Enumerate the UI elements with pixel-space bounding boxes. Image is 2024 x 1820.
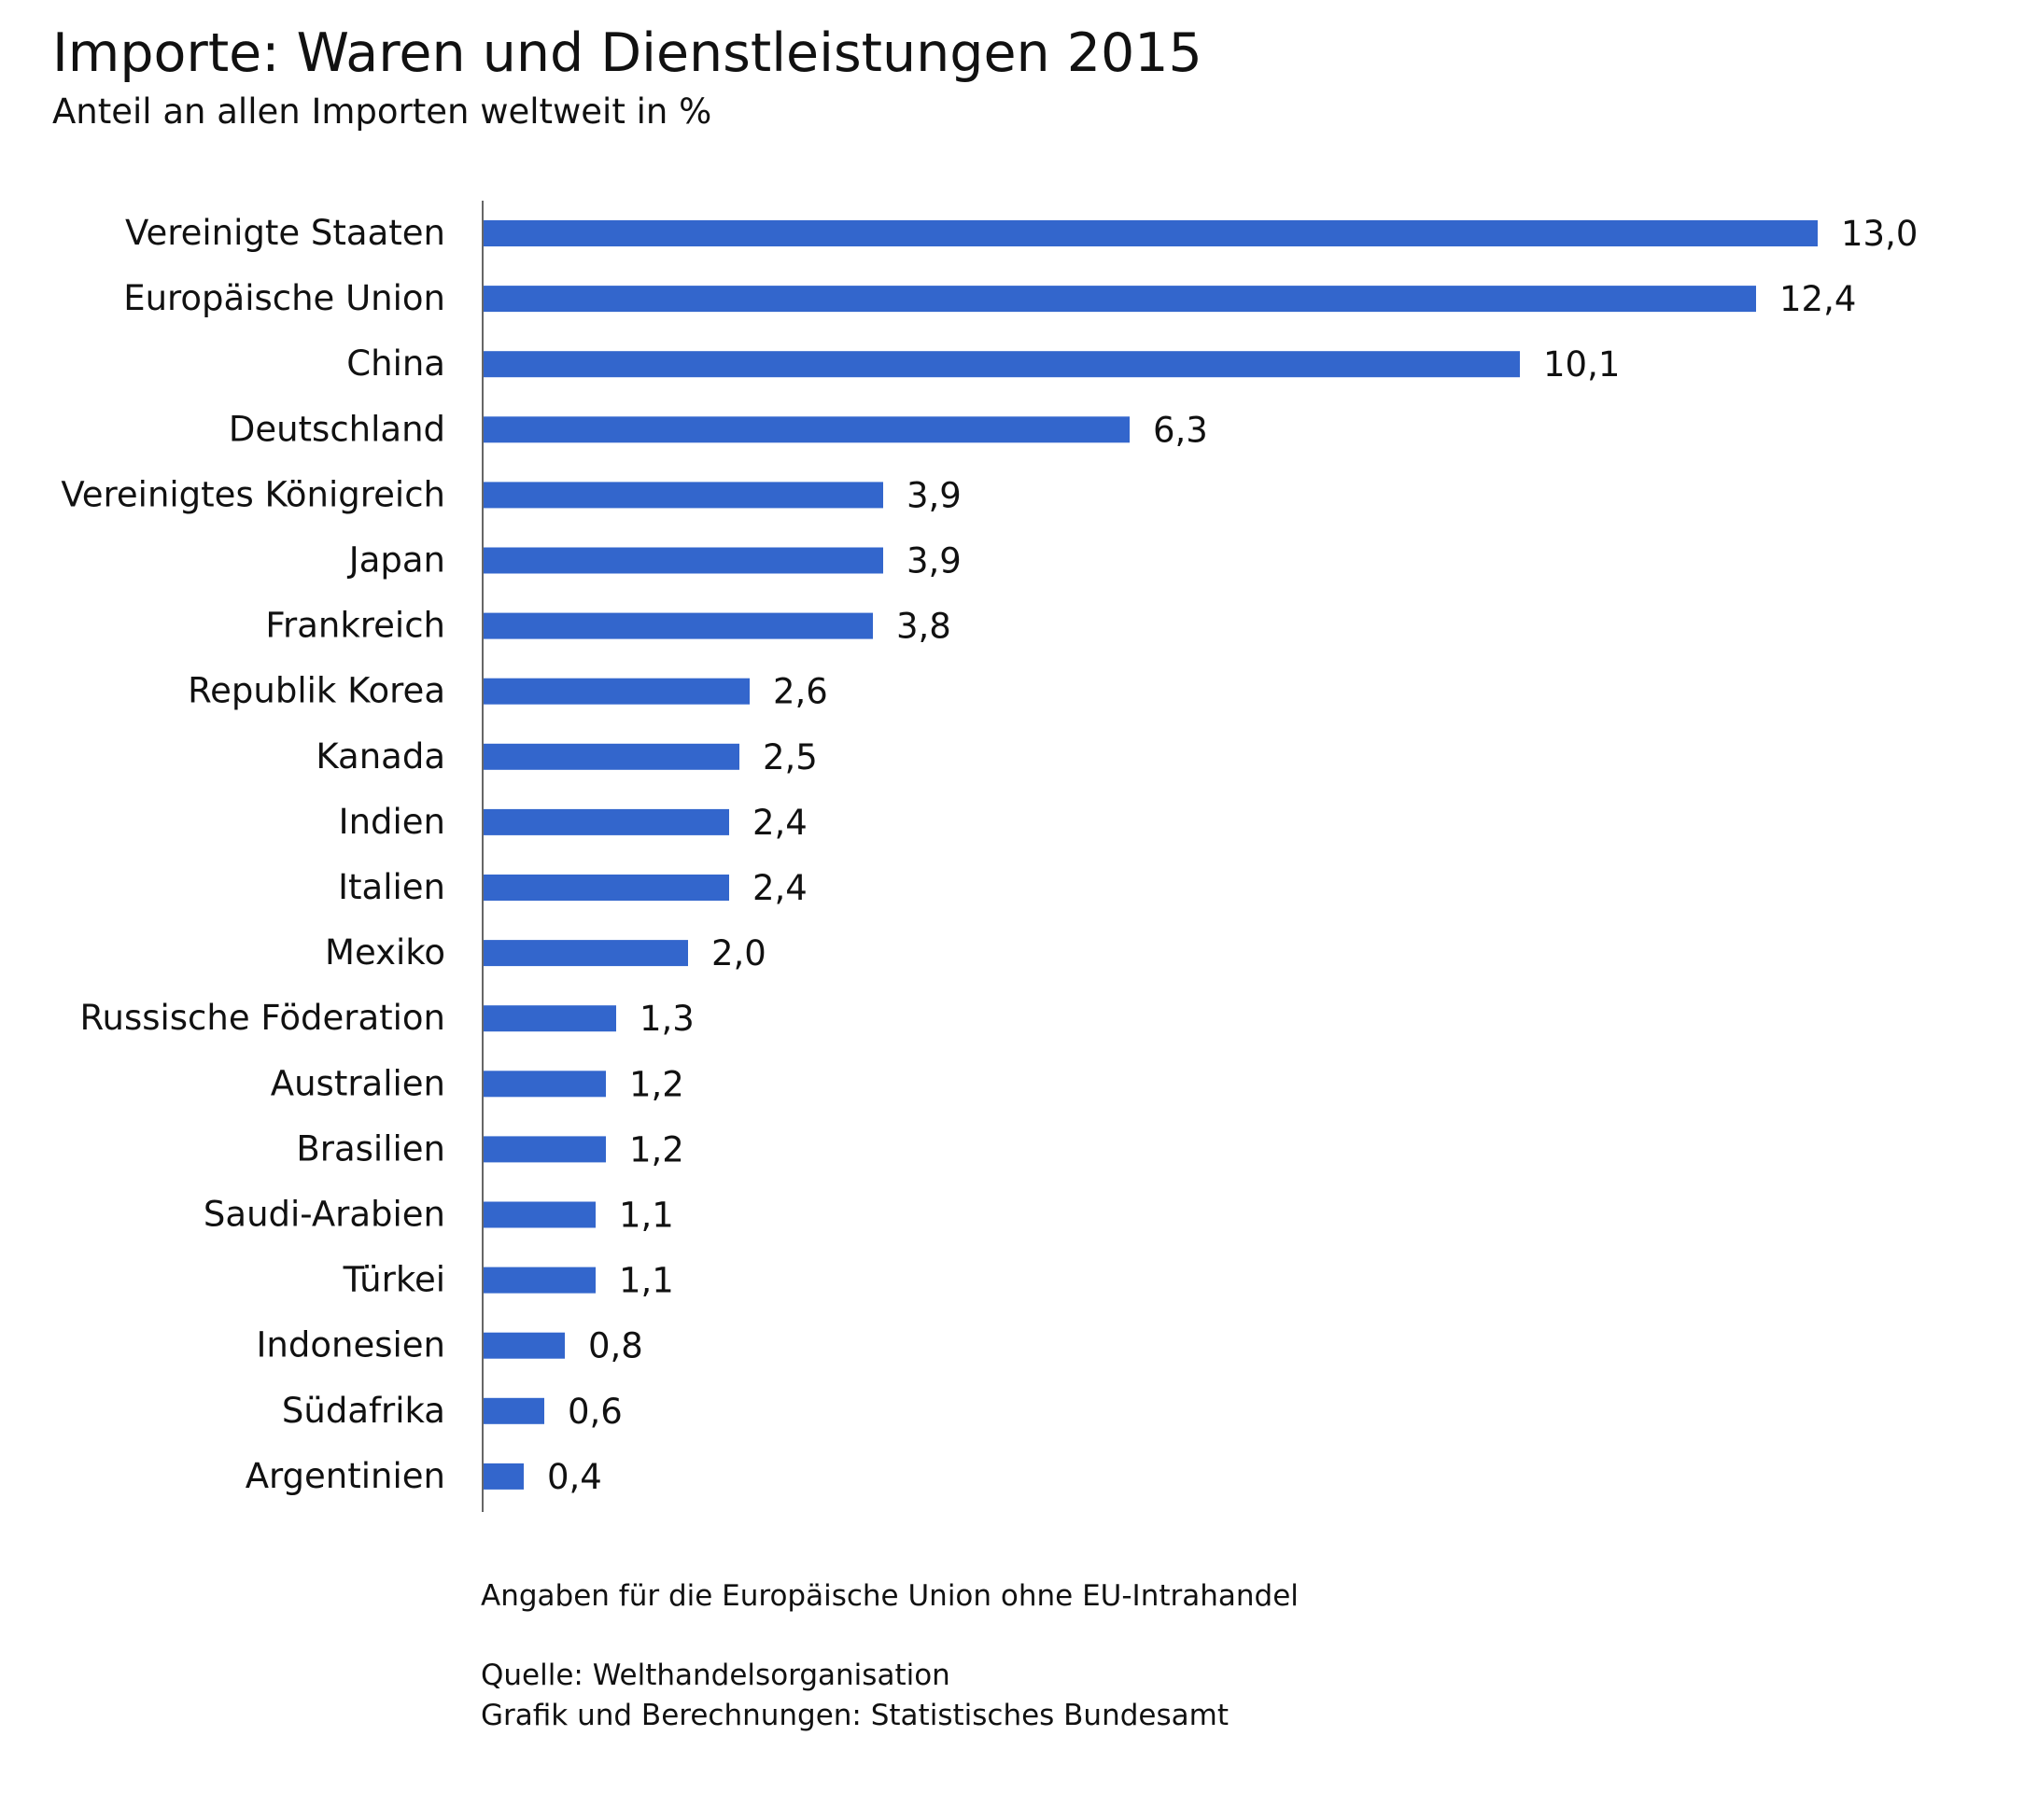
category-label: Indonesien [257, 1325, 445, 1365]
category-label: Kanada [316, 736, 445, 777]
value-label: 1,3 [640, 999, 695, 1039]
value-label: 3,9 [907, 541, 962, 581]
category-label: Türkei [343, 1260, 445, 1300]
credit-note: Grafik und Berechnungen: Statistisches B… [481, 1699, 1229, 1732]
bar [483, 416, 1130, 443]
value-label: 2,5 [763, 737, 818, 777]
chart-subtitle: Anteil an allen Importen weltweit in % [52, 91, 712, 132]
bar [483, 547, 883, 574]
bar [483, 1332, 565, 1359]
value-label: 1,1 [619, 1261, 674, 1301]
category-label: Saudi-Arabien [204, 1195, 445, 1235]
bar [483, 678, 750, 705]
category-label: Mexiko [325, 932, 445, 973]
chart-title: Importe: Waren und Dienstleistungen 2015 [52, 22, 1202, 84]
value-label: 6,3 [1153, 410, 1208, 450]
bar [483, 1136, 606, 1163]
bar [483, 1005, 616, 1032]
value-label: 1,2 [629, 1129, 684, 1169]
bar [483, 1397, 544, 1424]
bar [483, 612, 873, 639]
value-label: 1,1 [619, 1196, 674, 1236]
value-label: 2,0 [711, 933, 766, 973]
bar [483, 743, 739, 770]
category-label: Südafrika [282, 1391, 445, 1431]
category-label: Vereinigte Staaten [125, 213, 445, 253]
bar [483, 875, 729, 901]
bar [483, 1071, 606, 1098]
category-label: Europäische Union [123, 278, 445, 318]
value-label: 0,6 [568, 1392, 623, 1432]
bar [483, 286, 1756, 313]
category-label: Italien [338, 867, 445, 907]
category-label: China [346, 343, 445, 384]
bar [483, 220, 1818, 246]
category-label: Argentinien [246, 1456, 445, 1496]
eu-note: Angaben für die Europäische Union ohne E… [481, 1579, 1299, 1613]
bar [483, 1463, 524, 1490]
value-label: 12,4 [1779, 279, 1856, 319]
category-label: Vereinigtes Königreich [61, 474, 445, 514]
value-label: 1,2 [629, 1064, 684, 1104]
bar [483, 808, 729, 835]
value-label: 2,4 [752, 868, 808, 908]
bar [483, 482, 883, 509]
source-note: Quelle: Welthandelsorganisation [481, 1659, 950, 1692]
value-label: 10,1 [1543, 344, 1620, 385]
bar [483, 1201, 596, 1228]
bar [483, 1267, 596, 1294]
category-label: Frankreich [265, 606, 445, 646]
value-label: 0,4 [547, 1457, 602, 1497]
value-label: 2,6 [773, 672, 828, 712]
category-label: Indien [339, 802, 445, 842]
value-label: 2,4 [752, 803, 808, 843]
value-label: 0,8 [588, 1326, 643, 1366]
bar [483, 351, 1520, 378]
category-label: Brasilien [296, 1128, 445, 1169]
value-label: 3,8 [896, 607, 951, 647]
category-label: Russische Föderation [79, 998, 445, 1038]
bar [483, 940, 688, 967]
category-label: Japan [347, 540, 445, 581]
value-label: 3,9 [907, 475, 962, 515]
category-label: Deutschland [229, 409, 445, 449]
category-label: Republik Korea [188, 671, 445, 711]
category-label: Australien [271, 1063, 445, 1103]
value-label: 13,0 [1841, 214, 1918, 254]
